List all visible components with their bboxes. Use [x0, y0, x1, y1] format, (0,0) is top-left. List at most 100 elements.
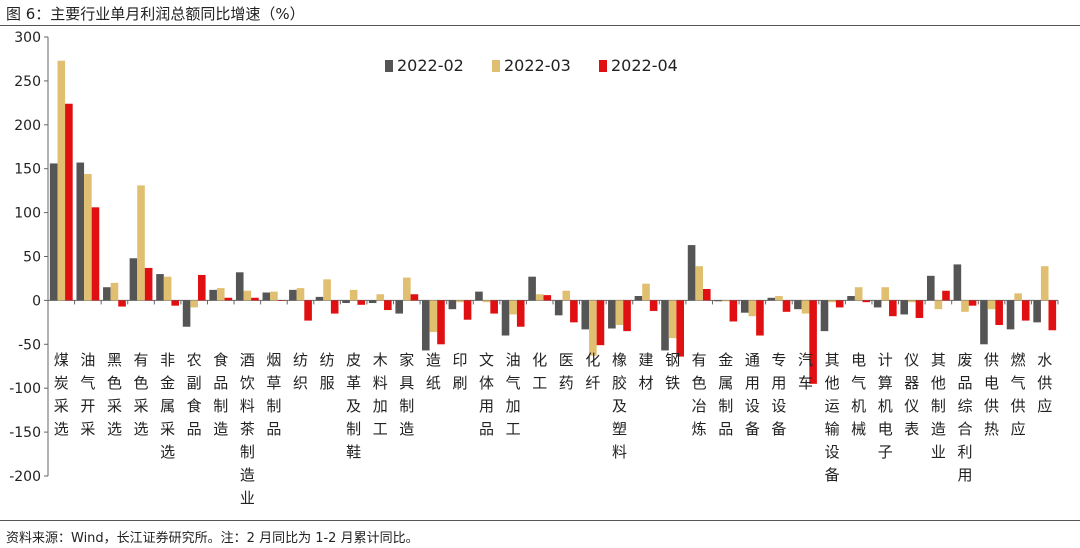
y-tick-label: 200: [14, 118, 41, 134]
bar-2022-03: [403, 277, 411, 301]
bar-2022-03: [668, 300, 677, 339]
y-tick-label: 50: [23, 250, 41, 266]
category-label: 计算机电子: [878, 351, 893, 461]
bar-2022-02: [953, 264, 962, 301]
bar-2022-03: [801, 300, 810, 314]
category-label: 橡胶及塑料: [612, 351, 627, 461]
y-tick-label: 250: [14, 74, 41, 90]
bar-2022-02: [1006, 300, 1015, 330]
category-label: 其他运输设备: [825, 351, 840, 484]
bar-2022-04: [1048, 300, 1057, 331]
category-label: 医药: [559, 351, 574, 392]
category-label: 文体用品: [479, 351, 494, 438]
bar-2022-02: [1033, 300, 1041, 323]
bar-2022-03: [828, 300, 836, 303]
bar-2022-02: [421, 300, 430, 351]
bar-2022-04: [676, 300, 685, 357]
category-label: 木料加工: [373, 351, 388, 438]
y-tick-label: 150: [14, 162, 41, 178]
category-label: 纺织: [293, 351, 308, 392]
bar-2022-04: [862, 300, 871, 303]
bar-2022-03: [961, 300, 969, 312]
bar-2022-02: [581, 300, 590, 330]
y-tick-label: 0: [32, 293, 41, 309]
bar-2022-02: [209, 289, 217, 301]
bar-2022-02: [873, 300, 882, 308]
bar-2022-03: [908, 300, 916, 303]
bar-2022-03: [695, 266, 703, 301]
bar-2022-04: [118, 300, 126, 307]
bar-2022-04: [197, 274, 206, 301]
bar-2022-02: [49, 163, 58, 301]
category-label: 废品综合利用: [957, 351, 972, 484]
category-label: 供电供热: [984, 351, 999, 438]
bar-2022-04: [623, 300, 631, 332]
bar-2022-04: [649, 300, 658, 311]
bar-2022-04: [995, 300, 1003, 325]
bar-2022-02: [368, 300, 377, 304]
bar-2022-03: [881, 287, 890, 301]
bar-2022-02: [129, 258, 138, 301]
bar-2022-03: [721, 300, 730, 302]
legend-swatch: [599, 60, 607, 72]
category-label: 水供应: [1037, 351, 1052, 415]
category-label: 钢铁: [665, 351, 680, 392]
bar-2022-04: [65, 103, 73, 301]
title-divider: [0, 25, 1080, 26]
category-label: 有色采选: [134, 351, 149, 438]
bar-2022-04: [304, 300, 312, 321]
legend-label: 2022-02: [397, 56, 464, 75]
bar-2022-03: [934, 300, 943, 310]
bar-2022-04: [835, 300, 844, 308]
y-tick-label: 100: [14, 206, 41, 222]
bar-2022-02: [448, 300, 457, 310]
y-tick-label: -50: [18, 337, 41, 353]
bar-2022-02: [528, 276, 536, 301]
bar-2022-04: [171, 300, 180, 306]
bar-2022-04: [915, 300, 924, 318]
legend-label: 2022-04: [611, 56, 678, 75]
bar-2022-04: [889, 300, 897, 317]
category-label: 油气加工: [506, 351, 521, 438]
bar-2022-03: [987, 300, 996, 310]
y-tick-label: -200: [9, 469, 41, 485]
bar-2022-03: [1014, 293, 1022, 301]
bar-2022-03: [243, 290, 252, 301]
category-label: 专用设备: [771, 351, 786, 438]
y-tick-label: -100: [9, 381, 41, 397]
bar-2022-02: [926, 275, 935, 301]
bar-2022-04: [729, 300, 738, 322]
bar-2022-02: [847, 296, 855, 301]
category-label: 纺服: [320, 351, 335, 392]
chart-title: 图 6：主要行业单月利润总额同比增速（%）: [6, 5, 305, 23]
category-label: 建材: [639, 351, 654, 392]
bar-2022-04: [357, 300, 366, 305]
bar-2022-02: [182, 300, 191, 327]
bar-2022-03: [775, 296, 783, 301]
bar-2022-02: [661, 300, 669, 351]
bar-2022-02: [501, 300, 510, 336]
category-label: 造纸: [426, 351, 441, 392]
bar-2022-04: [516, 300, 525, 327]
bar-2022-04: [224, 297, 233, 301]
bar-2022-04: [756, 300, 764, 336]
bar-2022-02: [554, 300, 563, 316]
bar-2022-02: [262, 292, 271, 301]
bar-2022-04: [91, 207, 100, 301]
bar-2022-04: [490, 300, 498, 314]
bar-2022-03: [535, 294, 544, 301]
bar-2022-03: [642, 283, 650, 301]
category-label: 煤炭采选: [54, 351, 69, 438]
bar-2022-02: [475, 291, 483, 301]
bar-2022-04: [251, 297, 259, 301]
bar-2022-03: [376, 294, 385, 301]
bar-2022-03: [482, 300, 491, 303]
category-label: 化纤: [585, 351, 600, 392]
bar-2022-03: [110, 282, 119, 301]
bar-2022-04: [410, 294, 419, 301]
bar-2022-04: [942, 290, 950, 301]
bar-2022-02: [687, 245, 696, 301]
category-label: 黑色采选: [107, 351, 122, 438]
bar-2022-02: [634, 296, 643, 301]
category-label: 仪器仪表: [904, 351, 919, 438]
